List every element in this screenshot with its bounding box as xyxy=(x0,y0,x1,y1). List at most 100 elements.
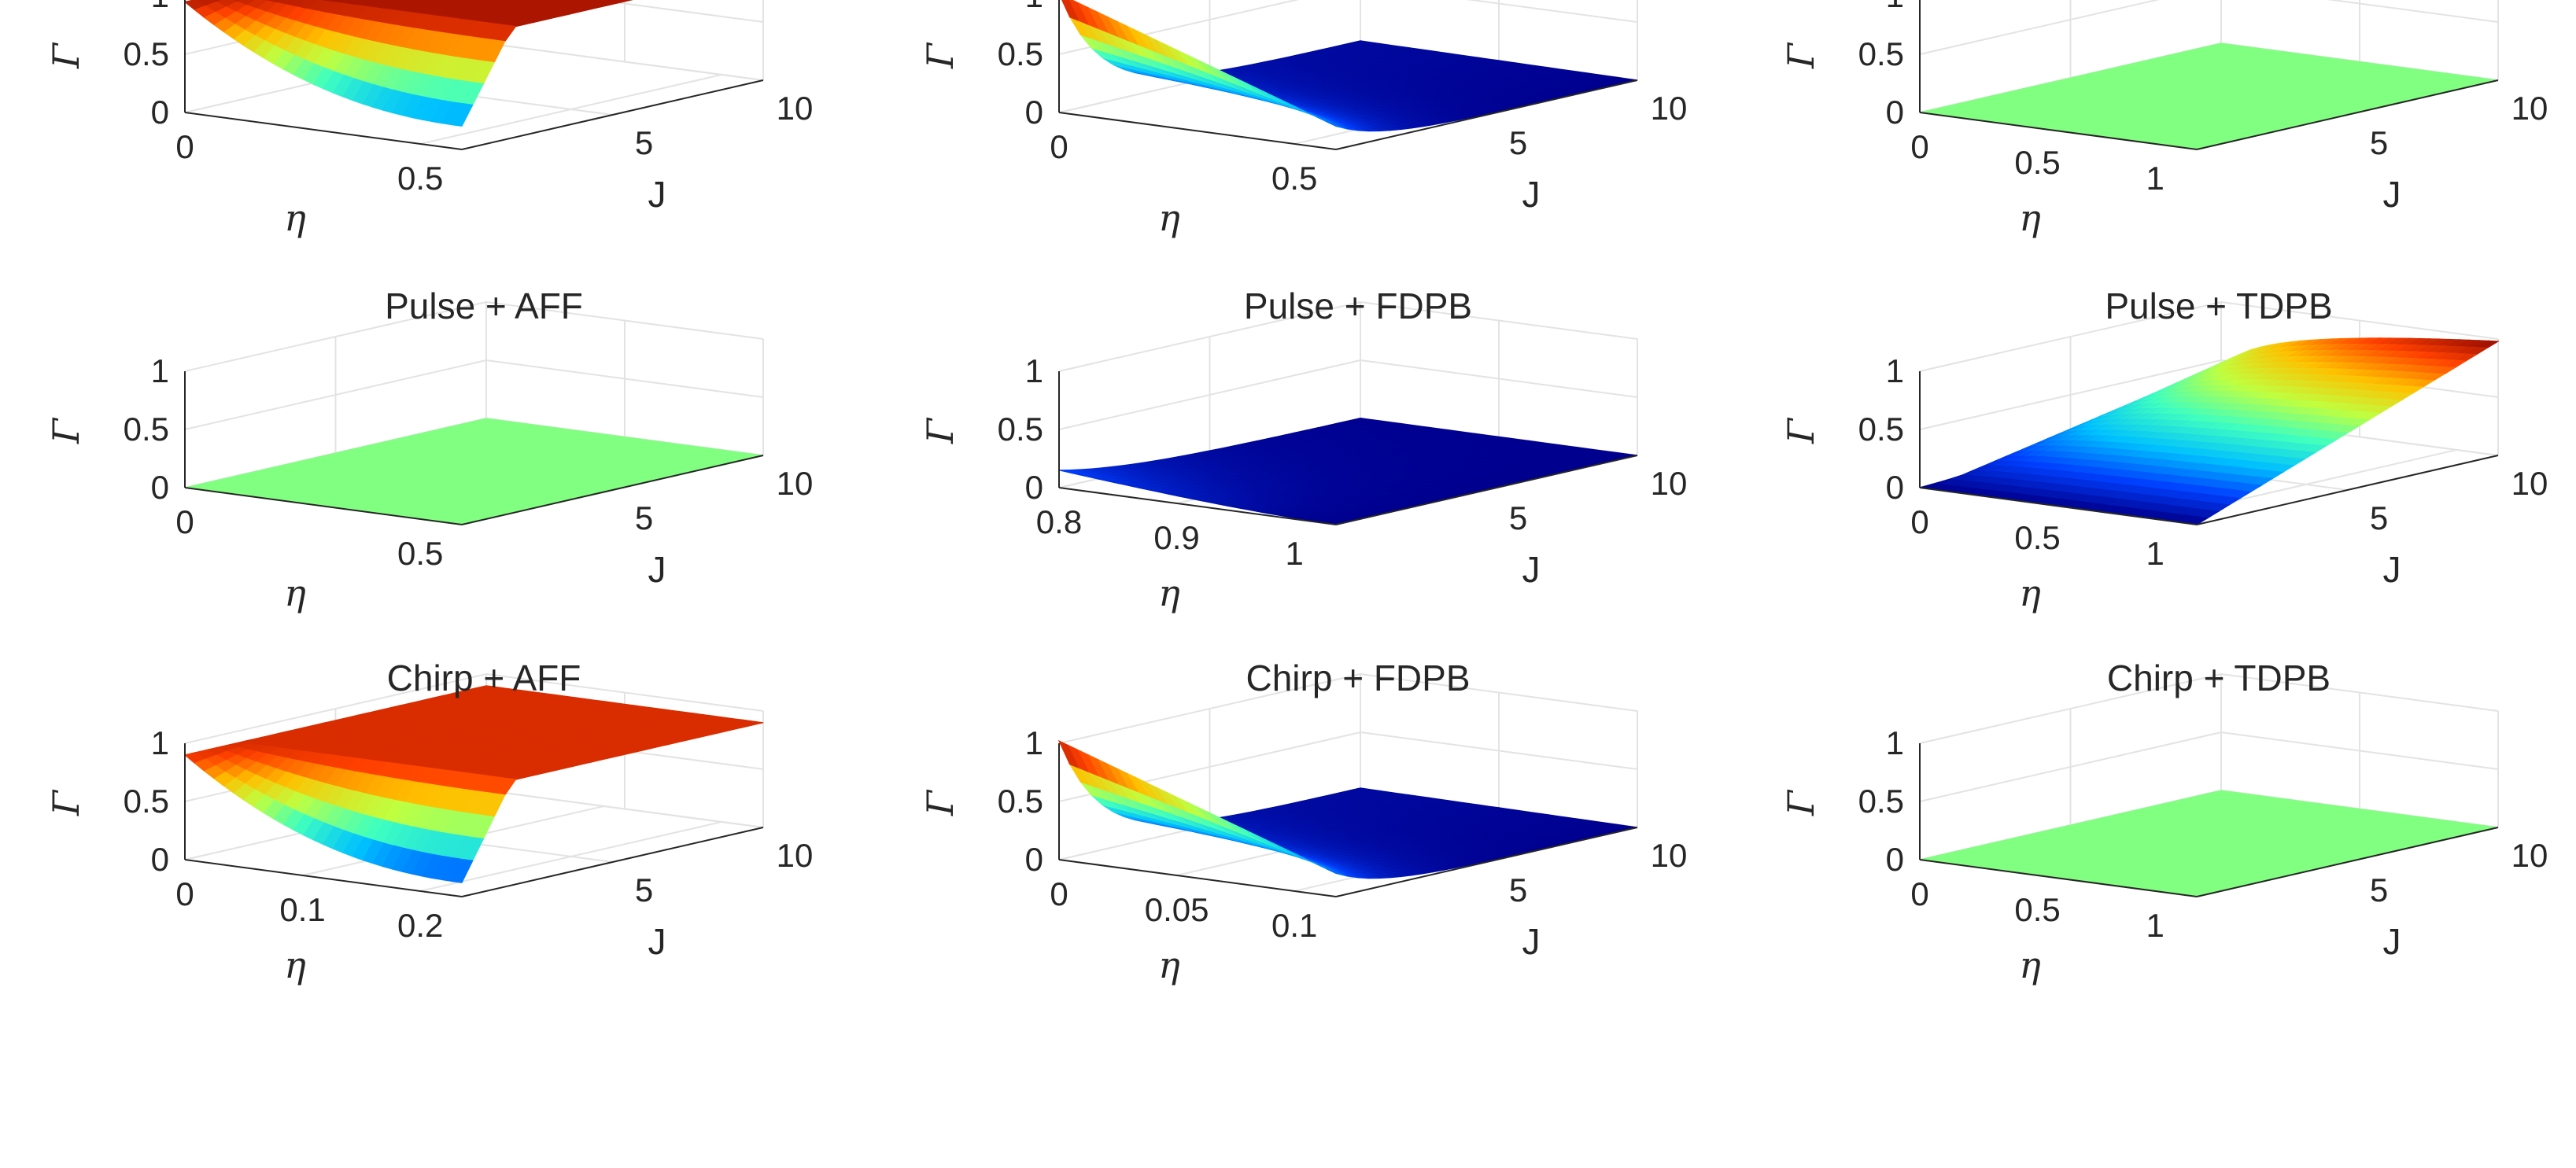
z-tick-label: 0 xyxy=(151,94,169,131)
y-axis-label: J xyxy=(2383,921,2401,962)
y-axis-label: J xyxy=(2383,549,2401,590)
y-tick-label: 5 xyxy=(1509,871,1527,908)
z-tick-label: 0.5 xyxy=(998,411,1043,448)
z-tick-label: 0 xyxy=(1886,469,1904,506)
y-axis-label: J xyxy=(648,921,666,962)
x-tick-label: 0.9 xyxy=(1153,519,1199,556)
x-tick-label: 0 xyxy=(1910,503,1928,540)
z-axis-label: Γ xyxy=(919,417,961,444)
y-tick-label: 10 xyxy=(1651,465,1688,502)
y-tick-label: 10 xyxy=(2511,465,2548,502)
x-tick-label: 0 xyxy=(175,875,194,912)
y-axis-label: J xyxy=(2383,174,2401,215)
z-axis-label: Γ xyxy=(1780,417,1822,444)
y-tick-label: 10 xyxy=(777,837,814,874)
x-tick-label: 0.05 xyxy=(1145,891,1209,928)
z-tick-label: 0 xyxy=(151,841,169,878)
x-tick-label: 0 xyxy=(175,128,194,165)
z-tick-label: 1 xyxy=(151,724,169,761)
x-axis-label: η xyxy=(2019,572,2041,614)
y-axis-label: J xyxy=(648,549,666,590)
z-tick-label: 1 xyxy=(1886,724,1904,761)
panel-6: Pulse + TDPB 0 0.5 1 Γ 0 0.5 1 η 5 10 J xyxy=(1780,286,2548,614)
z-axis-label: Γ xyxy=(1780,789,1822,816)
y-tick-label: 10 xyxy=(1651,90,1688,127)
x-tick-label: 1 xyxy=(2146,535,2165,572)
z-tick-label: 0 xyxy=(1025,841,1043,878)
z-tick-label: 1 xyxy=(151,0,169,14)
grid-line xyxy=(185,360,763,429)
surface xyxy=(185,0,763,126)
x-tick-label: 0.5 xyxy=(397,160,443,197)
z-tick-label: 0.5 xyxy=(124,783,169,820)
z-tick-label: 0 xyxy=(1886,841,1904,878)
surface xyxy=(185,686,763,882)
y-tick-label: 5 xyxy=(635,124,653,161)
z-axis-label: Γ xyxy=(45,789,87,816)
y-tick-label: 5 xyxy=(635,871,653,908)
z-tick-label: 1 xyxy=(1886,352,1904,389)
y-tick-label: 5 xyxy=(1509,124,1527,161)
z-tick-label: 1 xyxy=(1025,0,1043,14)
x-tick-label: 0 xyxy=(1910,875,1928,912)
x-tick-label: 0 xyxy=(1050,128,1068,165)
surface-patch xyxy=(1920,43,2498,149)
surface xyxy=(1920,43,2498,149)
x-tick-label: 0 xyxy=(1910,128,1928,165)
surface xyxy=(1920,790,2498,897)
z-axis-label: Γ xyxy=(1780,42,1822,69)
x-tick-label: 0.1 xyxy=(279,891,325,928)
y-axis-label: J xyxy=(1522,549,1541,590)
z-tick-label: 1 xyxy=(1025,724,1043,761)
x-axis-label: η xyxy=(1158,944,1180,986)
z-tick-label: 0.5 xyxy=(1858,783,1904,820)
x-axis-label: η xyxy=(284,572,306,614)
y-axis-label: J xyxy=(648,174,666,215)
z-tick-label: 0 xyxy=(1886,94,1904,131)
x-axis-label: η xyxy=(1158,197,1180,239)
panel-title: Chirp + FDPB xyxy=(1246,658,1470,698)
panel-title: Chirp + AFF xyxy=(387,658,581,698)
z-tick-label: 0.5 xyxy=(998,35,1043,72)
z-tick-label: 1 xyxy=(151,352,169,389)
y-tick-label: 5 xyxy=(2370,871,2388,908)
x-axis-label: η xyxy=(2019,944,2041,986)
x-tick-label: 0.2 xyxy=(397,907,443,944)
z-tick-label: 0.5 xyxy=(1858,411,1904,448)
x-axis-line xyxy=(1059,112,1336,149)
x-tick-label: 0.5 xyxy=(2014,144,2060,181)
surface xyxy=(1059,0,1637,131)
surface xyxy=(1059,418,1637,525)
surface xyxy=(1059,741,1637,879)
z-axis-label: Γ xyxy=(919,789,961,816)
y-tick-label: 5 xyxy=(635,499,653,536)
x-tick-label: 0.5 xyxy=(2014,519,2060,556)
x-tick-label: 0.5 xyxy=(397,535,443,572)
surface-patch xyxy=(1920,790,2498,897)
x-tick-label: 0 xyxy=(175,503,194,540)
z-tick-label: 0.5 xyxy=(124,35,169,72)
z-tick-label: 1 xyxy=(1025,352,1043,389)
surface xyxy=(1920,338,2498,525)
y-tick-label: 5 xyxy=(2370,499,2388,536)
z-tick-label: 1 xyxy=(1886,0,1904,14)
z-tick-label: 0 xyxy=(151,469,169,506)
y-tick-label: 5 xyxy=(2370,124,2388,161)
panel-title: Pulse + TDPB xyxy=(2105,286,2332,326)
x-tick-label: 1 xyxy=(2146,160,2165,197)
z-axis-label: Γ xyxy=(45,417,87,444)
x-tick-label: 0.5 xyxy=(2014,891,2060,928)
y-axis-label: J xyxy=(1522,921,1541,962)
z-axis-label: Γ xyxy=(919,42,961,69)
y-axis-line xyxy=(462,827,763,897)
x-tick-label: 0.5 xyxy=(1271,160,1317,197)
y-tick-label: 10 xyxy=(777,90,814,127)
